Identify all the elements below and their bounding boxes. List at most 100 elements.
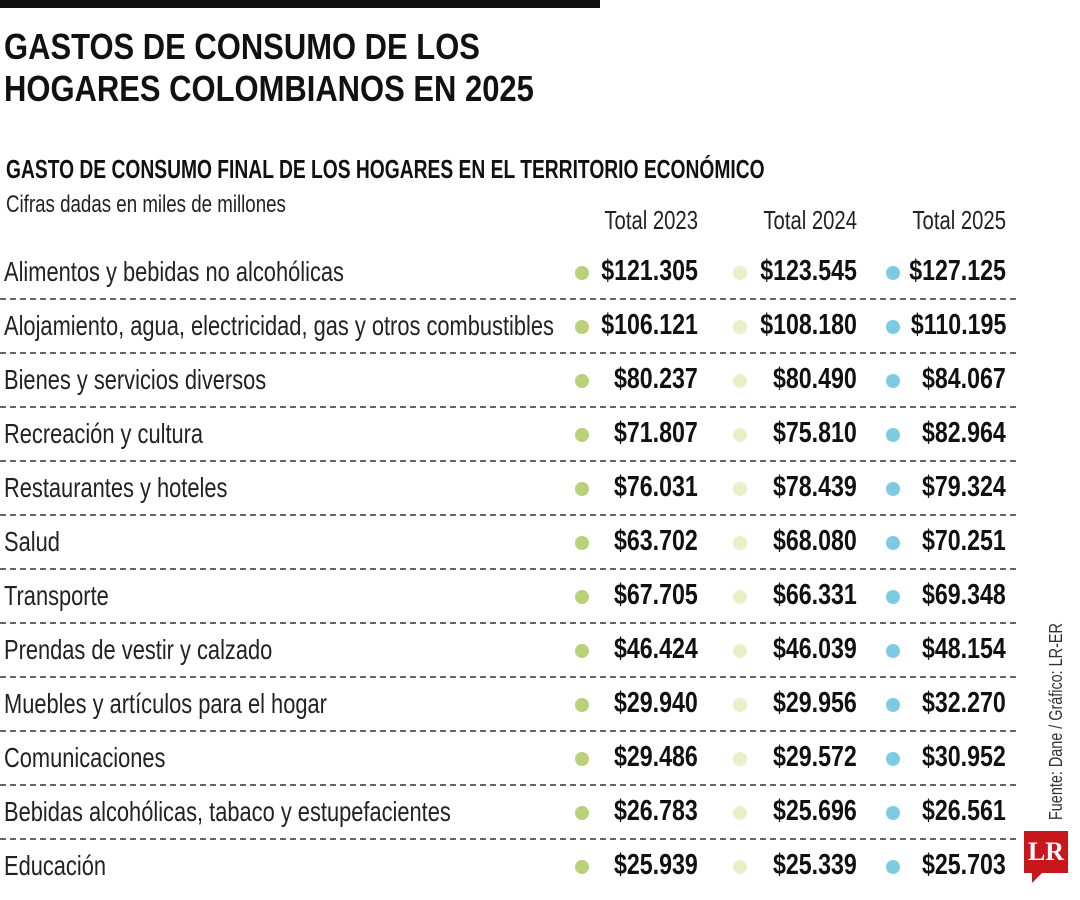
dot-icon-2025 xyxy=(886,536,900,550)
dot-icon-2025 xyxy=(886,644,900,658)
value-total-2025: $48.154 xyxy=(922,633,1006,665)
page-title: GASTOS DE CONSUMO DE LOS HOGARES COLOMBI… xyxy=(4,26,534,110)
dot-icon-2024 xyxy=(733,644,747,658)
table-row: Salud $63.702 $68.080 $70.251 xyxy=(0,516,1016,570)
units-note: Cifras dadas en miles de millones xyxy=(6,191,286,218)
value-total-2024: $108.180 xyxy=(760,309,857,341)
value-total-2024: $75.810 xyxy=(773,417,857,449)
value-total-2023: $46.424 xyxy=(614,633,698,665)
dot-icon-2025 xyxy=(886,806,900,820)
value-total-2023: $29.486 xyxy=(614,741,698,773)
dot-icon-2024 xyxy=(733,806,747,820)
dot-icon-2024 xyxy=(733,536,747,550)
row-label: Bienes y servicios diversos xyxy=(4,364,267,395)
dot-icon-2025 xyxy=(886,482,900,496)
dot-icon-2025 xyxy=(886,374,900,388)
dot-icon-2024 xyxy=(733,860,747,874)
table-row: Recreación y cultura $71.807 $75.810 $82.96… xyxy=(0,408,1016,462)
row-label: Alojamiento, agua, electricidad, gas y o… xyxy=(4,310,554,341)
dot-icon-2023 xyxy=(575,320,589,334)
dot-icon-2023 xyxy=(575,266,589,280)
value-total-2023: $121.305 xyxy=(601,255,698,287)
dot-icon-2023 xyxy=(575,860,589,874)
value-total-2025: $69.348 xyxy=(922,579,1006,611)
dot-icon-2024 xyxy=(733,698,747,712)
dot-icon-2024 xyxy=(733,428,747,442)
value-total-2025: $26.561 xyxy=(922,795,1006,827)
table-row: Alojamiento, agua, electricidad, gas y o… xyxy=(0,300,1016,354)
dot-icon-2024 xyxy=(733,752,747,766)
value-total-2023: $106.121 xyxy=(601,309,698,341)
lr-logo: LR xyxy=(1024,831,1068,883)
dot-icon-2025 xyxy=(886,266,900,280)
dot-icon-2025 xyxy=(886,752,900,766)
dot-icon-2023 xyxy=(575,374,589,388)
dot-icon-2025 xyxy=(886,428,900,442)
value-total-2023: $67.705 xyxy=(614,579,698,611)
table-row: Prendas de vestir y calzado $46.424 $46.03… xyxy=(0,624,1016,678)
row-label: Salud xyxy=(4,526,60,557)
dot-icon-2024 xyxy=(733,266,747,280)
value-total-2025: $32.270 xyxy=(922,687,1006,719)
dot-icon-2023 xyxy=(575,482,589,496)
dot-icon-2023 xyxy=(575,806,589,820)
title-line-2: HOGARES COLOMBIANOS EN 2025 xyxy=(4,68,534,109)
data-table: Alimentos y bebidas no alcohólicas $121.3… xyxy=(0,246,1016,894)
value-total-2025: $79.324 xyxy=(922,471,1006,503)
value-total-2024: $25.696 xyxy=(773,795,857,827)
value-total-2024: $80.490 xyxy=(773,363,857,395)
table-row: Transporte $67.705 $66.331 $69.348 xyxy=(0,570,1016,624)
header-total-2023: Total 2023 xyxy=(604,205,698,235)
dot-icon-2025 xyxy=(886,320,900,334)
value-total-2024: $78.439 xyxy=(773,471,857,503)
dot-icon-2025 xyxy=(886,860,900,874)
row-label: Prendas de vestir y calzado xyxy=(4,634,273,665)
table-subtitle: GASTO DE CONSUMO FINAL DE LOS HOGARES EN… xyxy=(6,154,765,184)
row-label: Restaurantes y hoteles xyxy=(4,472,228,503)
value-total-2025: $82.964 xyxy=(922,417,1006,449)
dot-icon-2023 xyxy=(575,752,589,766)
dot-icon-2023 xyxy=(575,536,589,550)
value-total-2023: $26.783 xyxy=(614,795,698,827)
value-total-2025: $25.703 xyxy=(922,849,1006,881)
title-line-1: GASTOS DE CONSUMO DE LOS xyxy=(4,26,480,67)
value-total-2024: $66.331 xyxy=(773,579,857,611)
dot-icon-2024 xyxy=(733,374,747,388)
table-row: Educación $25.939 $25.339 $25.703 xyxy=(0,840,1016,894)
row-label: Educación xyxy=(4,850,106,881)
row-label: Alimentos y bebidas no alcohólicas xyxy=(4,256,344,287)
dot-icon-2024 xyxy=(733,320,747,334)
value-total-2023: $71.807 xyxy=(614,417,698,449)
dot-icon-2025 xyxy=(886,698,900,712)
value-total-2024: $29.956 xyxy=(773,687,857,719)
table-row: Bienes y servicios diversos $80.237 $80.49… xyxy=(0,354,1016,408)
table-row: Bebidas alcohólicas, tabaco y estupefaci… xyxy=(0,786,1016,840)
value-total-2023: $76.031 xyxy=(614,471,698,503)
value-total-2025: $30.952 xyxy=(922,741,1006,773)
table-row: Restaurantes y hoteles $76.031 $78.439 $79.… xyxy=(0,462,1016,516)
dot-icon-2024 xyxy=(733,590,747,604)
value-total-2024: $25.339 xyxy=(773,849,857,881)
row-label: Muebles y artículos para el hogar xyxy=(4,688,327,719)
top-rule xyxy=(0,0,600,8)
row-label: Transporte xyxy=(4,580,109,611)
value-total-2023: $80.237 xyxy=(614,363,698,395)
value-total-2024: $46.039 xyxy=(773,633,857,665)
value-total-2025: $110.195 xyxy=(910,309,1006,341)
value-total-2025: $84.067 xyxy=(922,363,1006,395)
value-total-2023: $63.702 xyxy=(614,525,698,557)
value-total-2025: $70.251 xyxy=(922,525,1006,557)
value-total-2025: $127.125 xyxy=(909,255,1006,287)
row-label: Bebidas alcohólicas, tabaco y estupefaci… xyxy=(4,796,451,827)
dot-icon-2023 xyxy=(575,428,589,442)
row-label: Recreación y cultura xyxy=(4,418,204,449)
dot-icon-2023 xyxy=(575,590,589,604)
dot-icon-2025 xyxy=(886,590,900,604)
dot-icon-2023 xyxy=(575,698,589,712)
row-label: Comunicaciones xyxy=(4,742,166,773)
header-total-2024: Total 2024 xyxy=(763,205,857,235)
value-total-2023: $25.939 xyxy=(614,849,698,881)
value-total-2024: $123.545 xyxy=(760,255,857,287)
table-row: Comunicaciones $29.486 $29.572 $30.952 xyxy=(0,732,1016,786)
source-credit: Fuente: Dane / Gráfico: LR-ER xyxy=(1046,623,1066,820)
